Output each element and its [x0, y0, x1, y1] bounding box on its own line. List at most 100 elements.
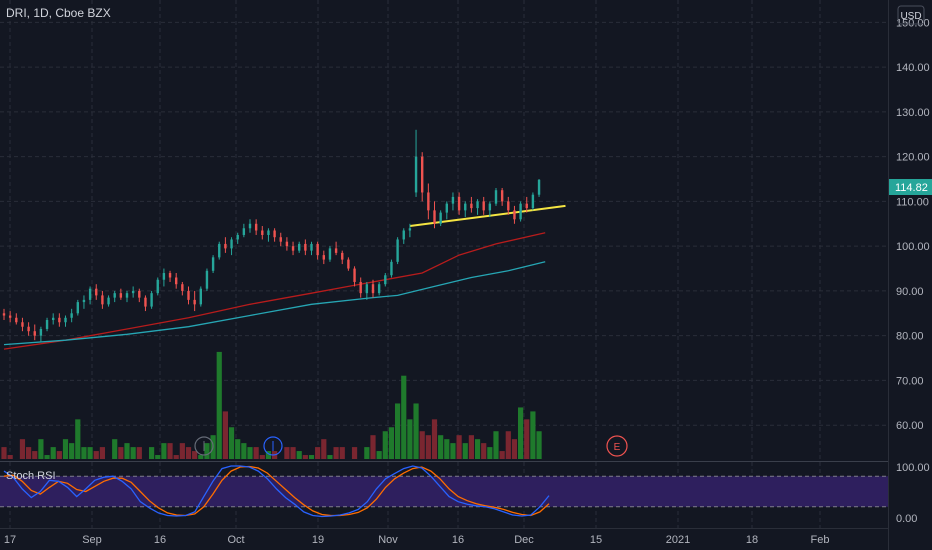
candle-body: [310, 243, 313, 251]
price-tick-label: 70.00: [896, 375, 924, 387]
candle: [76, 299, 79, 316]
oscillator-scale[interactable]: 100.00 0.00: [896, 462, 930, 525]
candle: [175, 273, 178, 289]
volume-bar: [26, 447, 32, 459]
volume-bar: [247, 447, 253, 459]
volume-bar: [536, 431, 542, 459]
trendline-drawing[interactable]: [409, 204, 566, 228]
candle: [494, 187, 498, 206]
candle: [359, 277, 362, 298]
volume-bar: [321, 439, 327, 459]
volume-bar: [87, 447, 93, 459]
volume-bar: [401, 375, 407, 459]
volume-bar: [124, 443, 130, 459]
candle-body: [175, 277, 178, 285]
candle-body: [347, 259, 350, 269]
price-tick-label: 60.00: [896, 420, 924, 432]
volume-bar: [56, 451, 62, 459]
volume-bar: [185, 447, 192, 459]
volume-bar: [524, 419, 530, 459]
candle: [242, 223, 246, 238]
candle: [218, 241, 221, 260]
candle-body: [267, 230, 270, 235]
candle: [95, 284, 98, 300]
candle: [52, 313, 55, 325]
time-tick-label: Sep: [82, 534, 102, 546]
moving-averages: [3, 232, 546, 350]
volume-bars: [1, 351, 542, 459]
price-tick-label: 120.00: [896, 152, 930, 164]
candle: [230, 237, 233, 256]
candle-body: [2, 313, 6, 316]
candle-body: [322, 255, 325, 260]
candle: [254, 219, 258, 235]
candle-body: [500, 190, 504, 202]
volume-bar: [136, 447, 142, 459]
candle-body: [304, 243, 307, 251]
candle: [131, 286, 135, 298]
volume-bar: [50, 447, 56, 459]
stoch-k-line: [3, 465, 550, 518]
price-scale[interactable]: 150.00 140.00 130.00 120.00 110.00 100.00 90.0…: [896, 17, 930, 432]
candle: [470, 196, 473, 213]
volume-bar: [290, 447, 296, 459]
volume-bar: [216, 351, 222, 459]
volume-bar: [530, 411, 536, 459]
volume-bar: [493, 431, 499, 459]
candle-body: [64, 317, 67, 323]
currency-button[interactable]: USD: [897, 5, 925, 25]
volume-bar: [511, 439, 518, 459]
candle: [205, 268, 209, 291]
time-axis[interactable]: 17 Sep 16 Oct 19 Nov 16 Dec 15 2021 18 Feb: [4, 534, 830, 546]
time-tick-label: 17: [4, 534, 16, 546]
candle-body: [101, 295, 104, 305]
price-tick-label: 130.00: [896, 107, 930, 119]
volume-bar: [167, 443, 173, 459]
candle: [500, 187, 504, 206]
candle-body: [95, 288, 98, 296]
candle-body: [168, 273, 172, 278]
candle-body: [39, 328, 43, 336]
volume-bar: [333, 447, 339, 459]
candle: [285, 237, 289, 251]
candle-body: [248, 223, 252, 229]
split-marker[interactable]: [263, 436, 283, 456]
volume-bar: [395, 403, 401, 459]
candle: [58, 313, 61, 327]
candle: [150, 290, 153, 309]
candle: [322, 250, 325, 265]
candle-body: [88, 288, 92, 300]
candle-body: [45, 320, 49, 329]
volume-bar: [419, 431, 425, 459]
volume-bar: [62, 439, 69, 459]
candle: [156, 277, 159, 296]
candle-body: [525, 203, 528, 209]
candle: [421, 152, 424, 202]
candle: [408, 223, 412, 238]
candle: [488, 201, 492, 218]
candle-body: [482, 201, 485, 211]
candle: [144, 295, 147, 312]
candle: [507, 196, 510, 215]
candle-body: [470, 203, 473, 209]
time-tick-label: 18: [746, 534, 758, 546]
candle: [70, 308, 73, 323]
currency-label: USD: [900, 11, 921, 22]
volume-bar: [228, 427, 235, 459]
volume-bar: [173, 455, 179, 459]
volume-bar: [438, 435, 444, 459]
candle: [525, 196, 528, 213]
candle: [328, 246, 332, 262]
volume-bar: [130, 447, 136, 459]
dividend-marker[interactable]: [194, 436, 214, 456]
candle: [451, 192, 455, 211]
stoch-d-line: [3, 465, 550, 517]
volume-bar: [179, 443, 185, 459]
candle: [119, 288, 123, 300]
earnings-marker[interactable]: E: [606, 435, 628, 457]
time-tick-label: Feb: [811, 534, 830, 546]
price-tick-label: 140.00: [896, 62, 930, 74]
candle: [8, 311, 12, 323]
candle: [236, 232, 239, 244]
